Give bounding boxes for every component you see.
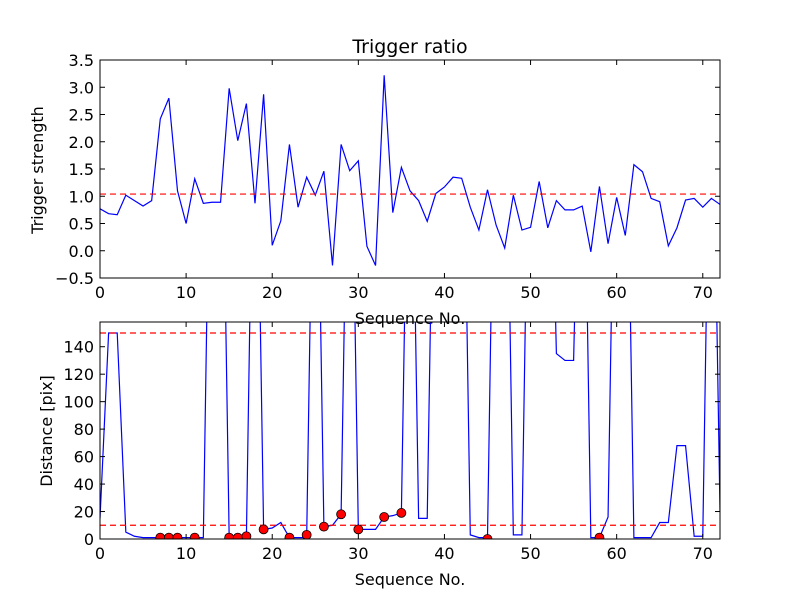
x-tick-label: 70 <box>693 283 713 302</box>
data-point-marker <box>318 521 329 532</box>
y-axis-label: Distance [pix] <box>37 375 56 487</box>
data-point-marker <box>301 529 312 539</box>
data-point-marker <box>336 509 347 520</box>
y-tick-label: 100 <box>63 393 94 412</box>
y-tick-label: 20 <box>74 503 94 522</box>
y-tick-label: 0.5 <box>69 215 94 234</box>
y-tick-label: 40 <box>74 475 94 494</box>
x-tick-label: 0 <box>95 544 105 563</box>
x-tick-label: 30 <box>348 283 368 302</box>
x-tick-label: 60 <box>606 544 626 563</box>
data-point-marker <box>353 524 364 535</box>
series-group <box>100 75 720 266</box>
data-point-marker <box>172 532 183 539</box>
series-line <box>100 322 720 539</box>
data-point-marker <box>482 534 493 539</box>
y-axis-label: Trigger strength <box>28 106 47 235</box>
y-tick-label: 1.0 <box>69 187 94 206</box>
x-tick-label: 20 <box>262 283 282 302</box>
x-axis-label: Sequence No. <box>355 570 466 589</box>
y-tick-label: 0.0 <box>69 242 94 261</box>
y-tick-label: 3.5 <box>69 51 94 70</box>
y-tick-label: 120 <box>63 365 94 384</box>
x-tick-label: 10 <box>176 544 196 563</box>
y-tick-label: 0 <box>84 530 94 549</box>
data-point-marker <box>379 512 390 522</box>
y-tick-label: 60 <box>74 448 94 467</box>
chart-title: Trigger ratio <box>351 36 467 58</box>
y-tick-label: 2.0 <box>69 133 94 152</box>
data-point-marker <box>189 532 200 539</box>
y-tick-label: 3.0 <box>69 78 94 97</box>
y-tick-label: 1.5 <box>69 160 94 179</box>
x-tick-label: 60 <box>606 283 626 302</box>
data-point-marker <box>594 532 605 539</box>
y-tick-label: −0.5 <box>55 269 94 288</box>
data-point-marker <box>396 508 407 518</box>
x-tick-label: 0 <box>95 283 105 302</box>
y-tick-label: 80 <box>74 420 94 439</box>
x-tick-label: 50 <box>520 283 540 302</box>
y-tick-label: 2.5 <box>69 106 94 125</box>
trigger-ratio-chart: Trigger ratio Sequence No. Trigger stren… <box>28 36 721 328</box>
distance-chart: Sequence No. Distance [pix] 0 10 20 30 40 50 6… <box>37 321 721 589</box>
series-group <box>100 322 720 539</box>
x-axis-label: Sequence No. <box>355 309 466 328</box>
distance-plot-area: 0 10 20 30 40 50 60 70 0 20 40 60 80 100 120 140 <box>63 321 721 563</box>
x-tick-label: 50 <box>520 544 540 563</box>
data-point-marker <box>258 524 269 535</box>
y-tick-label: 140 <box>63 338 94 357</box>
x-tick-label: 20 <box>262 544 282 563</box>
x-tick-label: 30 <box>348 544 368 563</box>
plot-frame <box>99 321 721 540</box>
x-tick-label: 10 <box>176 283 196 302</box>
x-tick-label: 70 <box>693 544 713 563</box>
data-point-marker <box>241 531 252 539</box>
data-point-marker <box>284 532 295 539</box>
x-tick-label: 40 <box>434 283 454 302</box>
series-line <box>100 75 720 266</box>
x-tick-label: 40 <box>434 544 454 563</box>
trigger-ratio-plot-area: 0 10 20 30 40 50 60 70 −0.5 0.0 0.5 1.0 1.5 2.0 2.5 3.0… <box>55 51 721 302</box>
